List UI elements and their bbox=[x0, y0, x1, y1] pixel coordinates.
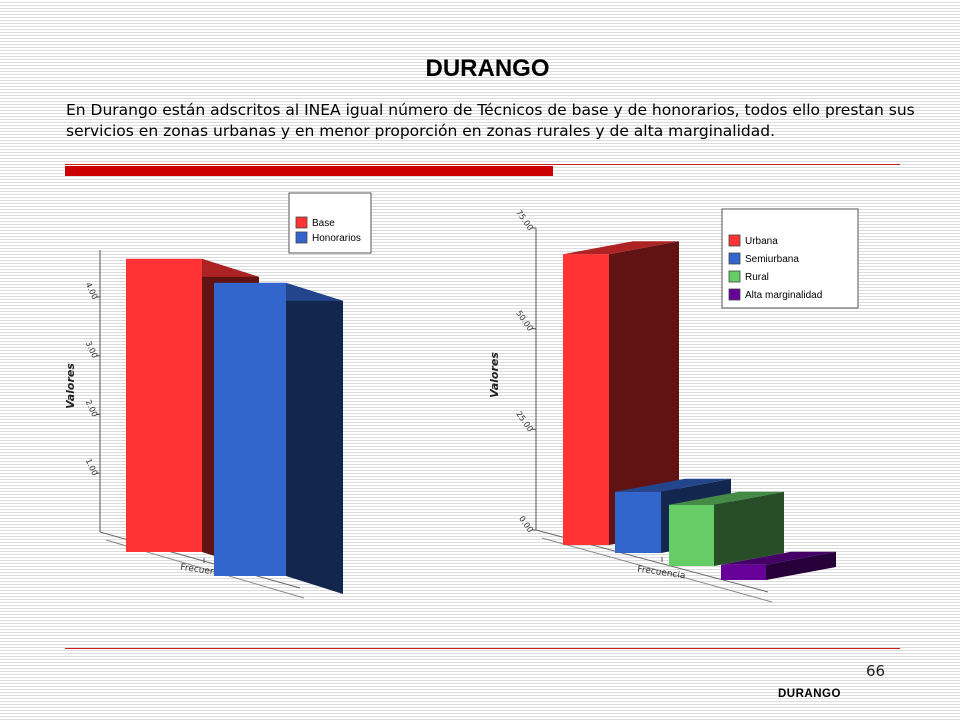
bar-front bbox=[669, 504, 714, 566]
bottom-divider bbox=[65, 648, 900, 649]
bar-honorarios bbox=[214, 282, 343, 594]
bar-front bbox=[563, 254, 609, 545]
legend: Base Honorarios bbox=[288, 192, 372, 254]
bar-alta-marginalidad bbox=[721, 551, 836, 580]
chart-tecnicos: 1.002.003.004.00ValoresFrecuenciaBaseHon… bbox=[64, 192, 372, 599]
y-axis-title: Valores bbox=[488, 352, 501, 398]
top-divider-thick bbox=[65, 166, 553, 176]
chart-zonas: 0.00 25.00 50.00 75.00 Valores Frecuencia Urba… bbox=[488, 208, 859, 603]
legend-swatch bbox=[728, 252, 741, 265]
legend-label: Urbana bbox=[745, 236, 778, 247]
legend-swatch bbox=[295, 231, 308, 244]
y-tick-label: 25.00 bbox=[514, 410, 535, 434]
bar-front bbox=[721, 564, 766, 580]
y-tick-label: 4.00 bbox=[84, 281, 100, 301]
legend-box bbox=[721, 208, 859, 309]
bar-front bbox=[126, 258, 202, 552]
y-tick-label: 75.00 bbox=[514, 208, 535, 232]
legend: Urbana Semiurbana Rural Alta marginalidad bbox=[721, 208, 859, 309]
y-axis-title: Valores bbox=[64, 363, 77, 409]
y-tick-label: 0.00 bbox=[517, 514, 535, 534]
footer-label: DURANGO bbox=[778, 688, 841, 700]
y-tick-label: 3.00 bbox=[84, 340, 100, 360]
legend-swatch bbox=[728, 288, 741, 301]
bar-side bbox=[766, 551, 836, 580]
bar-rural bbox=[669, 491, 784, 566]
page-description: En Durango están adscritos al INEA igual… bbox=[66, 101, 915, 140]
x-axis-floor-back bbox=[541, 537, 773, 603]
bar-side bbox=[714, 491, 784, 566]
legend-swatch bbox=[728, 270, 741, 283]
x-category-label: Frecuencia bbox=[637, 565, 686, 582]
bar-top bbox=[669, 491, 784, 505]
y-tick-label: 1.00 bbox=[84, 457, 100, 477]
legend-label: Base bbox=[312, 218, 335, 229]
bar-side bbox=[286, 282, 343, 594]
bar-top bbox=[721, 551, 836, 565]
bar-top bbox=[615, 478, 731, 492]
legend-label: Rural bbox=[745, 272, 769, 283]
legend-label: Honorarios bbox=[312, 233, 361, 244]
bar-urbana bbox=[563, 241, 679, 545]
bar-front bbox=[214, 282, 286, 576]
y-tick-label: 50.00 bbox=[514, 309, 535, 333]
bar-top bbox=[563, 241, 679, 255]
bar-side bbox=[609, 241, 679, 545]
legend-label: Semiurbana bbox=[745, 254, 799, 265]
page-title: DURANGO bbox=[425, 55, 550, 82]
legend-swatch bbox=[295, 216, 308, 229]
page-number: 66 bbox=[866, 662, 886, 680]
y-tick-label: 2.00 bbox=[84, 398, 100, 418]
legend-label: Alta marginalidad bbox=[745, 290, 822, 301]
top-divider-thin bbox=[65, 164, 900, 165]
bar-front bbox=[615, 491, 661, 553]
legend-swatch bbox=[728, 234, 741, 247]
